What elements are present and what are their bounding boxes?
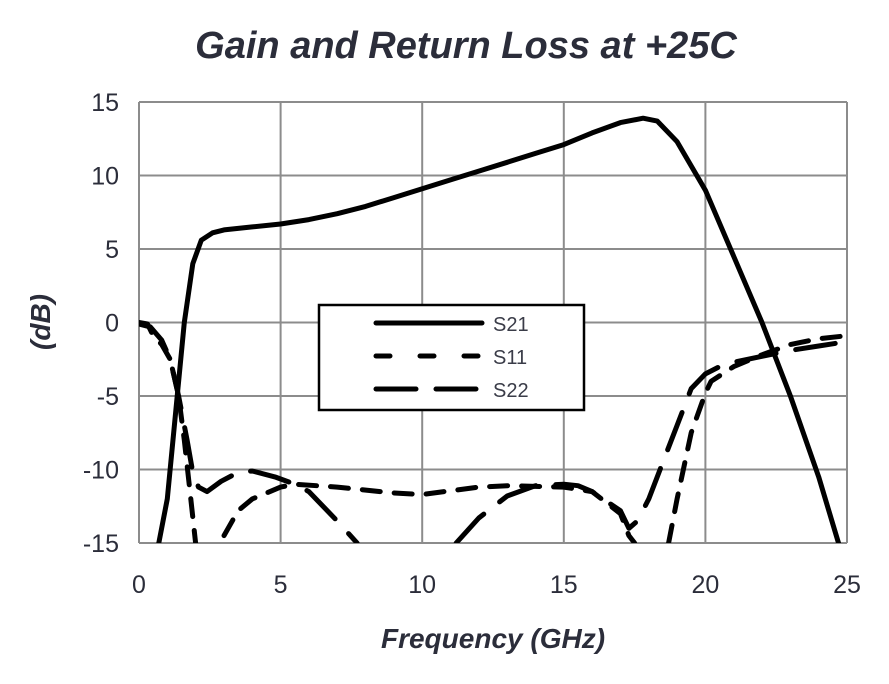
legend-label-s11: S11 — [493, 347, 527, 369]
series-lines — [139, 115, 847, 543]
grid — [138, 101, 848, 544]
y-tick-label: -15 — [83, 530, 119, 558]
y-tick-label: -10 — [83, 457, 119, 485]
x-tick-label: 0 — [132, 571, 146, 599]
tick-labels: 0 5 10 15 20 25 15 10 5 0 -5 -10 -15 — [83, 89, 861, 599]
x-tick-label: 10 — [408, 571, 436, 599]
legend-label-s21: S21 — [493, 314, 529, 336]
series-s21 — [156, 115, 841, 543]
x-axis-label: Frequency (GHz) — [381, 623, 605, 654]
legend: S21 S11 S22 — [317, 303, 586, 412]
x-tick-label: 5 — [274, 571, 288, 599]
y-tick-label: -5 — [97, 383, 119, 411]
x-tick-label: 20 — [691, 571, 719, 599]
y-axis-label: (dB) — [25, 294, 56, 350]
chart-title: Gain and Return Loss at +25C — [195, 25, 737, 67]
y-tick-label: 10 — [91, 163, 119, 191]
y-tick-label: 5 — [105, 236, 119, 264]
legend-label-s22: S22 — [493, 380, 529, 402]
series-s22 — [139, 321, 847, 543]
y-tick-label: 15 — [91, 89, 119, 117]
y-tick-label: 0 — [105, 310, 119, 338]
x-tick-label: 15 — [550, 571, 578, 599]
x-tick-label: 25 — [833, 571, 861, 599]
